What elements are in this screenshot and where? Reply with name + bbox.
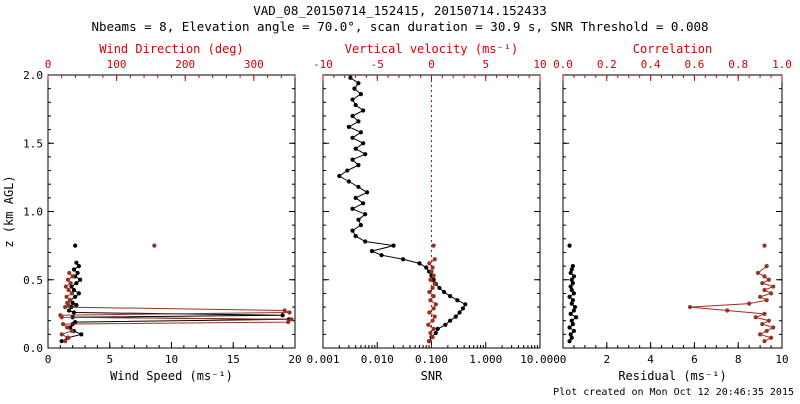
svg-text:0.8: 0.8 [728, 58, 748, 71]
svg-text:1.5: 1.5 [23, 137, 43, 150]
svg-text:15: 15 [227, 353, 240, 366]
svg-text:6: 6 [691, 353, 698, 366]
svg-text:Vertical velocity (ms⁻¹): Vertical velocity (ms⁻¹) [345, 42, 518, 56]
svg-text:Wind Speed (ms⁻¹): Wind Speed (ms⁻¹) [110, 369, 233, 383]
svg-text:10: 10 [533, 58, 546, 71]
wind-panel: 0.0 0.5 1.0 1.5 2.0 z (km AGL) 0 5 10 15 20 Wind Sp… [2, 42, 302, 383]
svg-text:20: 20 [288, 353, 301, 366]
correlation [687, 243, 776, 344]
svg-text:0.010: 0.010 [361, 353, 394, 366]
svg-text:1.0: 1.0 [772, 58, 792, 71]
svg-text:0.4: 0.4 [641, 58, 661, 71]
svg-text:5: 5 [106, 353, 113, 366]
svg-text:8: 8 [735, 353, 742, 366]
svg-text:0.6: 0.6 [684, 58, 704, 71]
svg-text:Correlation: Correlation [633, 42, 712, 56]
svg-text:0.100: 0.100 [415, 353, 448, 366]
svg-text:0: 0 [560, 353, 567, 366]
svg-text:300: 300 [244, 58, 264, 71]
vertical-velocity [426, 243, 438, 344]
residual-panel: 0 2 4 6 8 10 Residual (ms⁻¹) 0.0 0.2 0.4 0.6 0.8 1.0… [553, 42, 792, 383]
svg-text:4: 4 [647, 353, 654, 366]
svg-text:1.000: 1.000 [469, 353, 502, 366]
svg-text:z (km AGL): z (km AGL) [2, 175, 16, 247]
svg-text:0.5: 0.5 [23, 274, 43, 287]
svg-text:-10: -10 [313, 58, 333, 71]
wind-speed [59, 243, 291, 344]
svg-text:0: 0 [428, 58, 435, 71]
snr-panel: 0.001 0.010 0.100 1.000 10.000 SNR -10 -5 0 5 10 Ve… [306, 42, 559, 383]
svg-text:5: 5 [482, 58, 489, 71]
svg-text:1.0: 1.0 [23, 206, 43, 219]
snr-profile [337, 75, 468, 344]
svg-text:0: 0 [45, 353, 52, 366]
svg-text:2.0: 2.0 [23, 69, 43, 82]
svg-text:0: 0 [45, 58, 52, 71]
svg-text:10: 10 [165, 353, 178, 366]
svg-text:Wind Direction (deg): Wind Direction (deg) [99, 42, 244, 56]
plot-created-timestamp: Plot created on Mon Oct 12 20:46:35 2015 [553, 387, 794, 398]
svg-text:Residual (ms⁻¹): Residual (ms⁻¹) [618, 369, 726, 383]
svg-text:0.001: 0.001 [306, 353, 339, 366]
svg-text:-5: -5 [371, 58, 384, 71]
plot-title: VAD_08_20150714_152415, 20150714.152433 [253, 3, 547, 18]
svg-text:200: 200 [175, 58, 195, 71]
svg-text:0.0: 0.0 [553, 58, 573, 71]
wind-direction [58, 243, 294, 344]
residual [567, 243, 579, 344]
svg-text:10.000: 10.000 [520, 353, 560, 366]
svg-text:10: 10 [775, 353, 788, 366]
svg-text:100: 100 [107, 58, 127, 71]
plot-subtitle: Nbeams = 8, Elevation angle = 70.0°, sca… [91, 19, 709, 34]
svg-text:SNR: SNR [421, 369, 443, 383]
svg-text:2: 2 [603, 353, 610, 366]
svg-text:0.2: 0.2 [597, 58, 617, 71]
svg-text:0.0: 0.0 [23, 342, 43, 355]
